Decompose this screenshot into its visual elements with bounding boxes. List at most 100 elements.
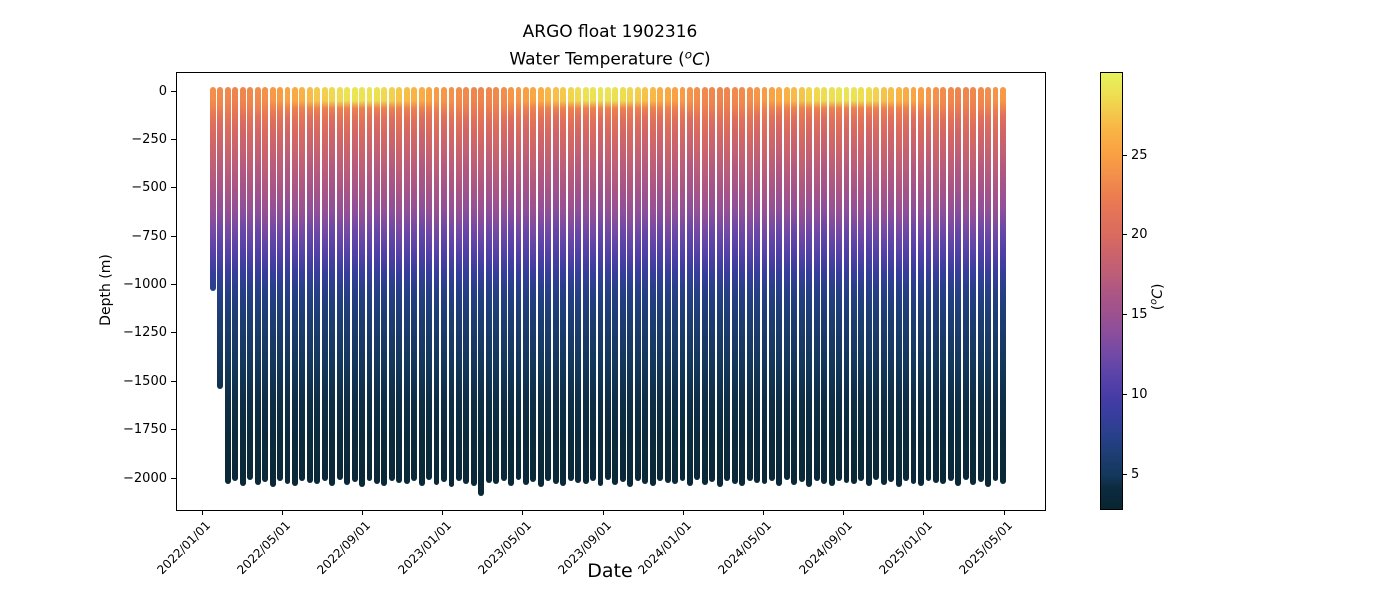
profile-column <box>701 87 708 486</box>
colorbar-tick-label: 20 <box>1131 227 1148 243</box>
profile-column <box>567 87 574 481</box>
profile-column <box>575 87 582 484</box>
profile-column <box>366 87 373 481</box>
profile-column <box>895 87 902 487</box>
profile-column <box>344 87 351 486</box>
profile-column <box>903 87 910 481</box>
profile-column <box>373 87 380 484</box>
x-tick-mark <box>1003 510 1005 515</box>
profile-column <box>761 87 768 485</box>
profile-column <box>545 87 552 481</box>
profile-column <box>672 87 678 485</box>
x-tick-mark <box>923 510 925 515</box>
profile-column <box>836 87 842 481</box>
profile-column <box>940 87 947 485</box>
y-tick-label: −750 <box>131 228 167 244</box>
profile-column <box>687 87 693 486</box>
profile-column <box>269 87 276 487</box>
profile-column <box>716 87 723 487</box>
profile-column <box>865 87 872 486</box>
profile-column <box>329 87 336 486</box>
profile-column <box>783 87 790 481</box>
profile-column <box>605 87 611 481</box>
profile-column <box>247 87 254 481</box>
profile-column <box>947 87 954 482</box>
profile-column <box>552 87 559 484</box>
profile-column <box>493 87 500 485</box>
profile-column <box>985 87 992 487</box>
profile-column <box>418 87 425 486</box>
profile-column <box>284 87 291 484</box>
profile-column <box>664 87 671 484</box>
x-tick-mark <box>201 510 203 515</box>
y-tick-mark <box>171 138 176 140</box>
y-axis-label: Depth (m) <box>98 254 114 326</box>
profile-column <box>724 87 731 481</box>
profile-column <box>925 87 932 481</box>
y-tick-mark <box>171 477 176 479</box>
colorbar-tick-label: 10 <box>1131 387 1148 403</box>
y-tick-mark <box>171 332 176 334</box>
profile-column <box>359 87 365 487</box>
profile-column <box>642 87 649 484</box>
profile-column <box>321 87 328 482</box>
profile-column <box>508 87 515 486</box>
profile-column <box>754 87 760 484</box>
profile-column <box>426 87 433 481</box>
y-tick-label: −500 <box>131 180 167 196</box>
profile-column <box>433 87 440 486</box>
profile-column <box>955 87 962 486</box>
profile-column <box>858 87 865 482</box>
profile-column <box>441 87 447 483</box>
profile-column <box>299 87 306 481</box>
colorbar-tick-label: 25 <box>1131 147 1148 163</box>
profile-column <box>970 87 977 486</box>
profile-column <box>977 87 984 483</box>
profile-column <box>776 87 783 486</box>
profile-column <box>992 87 999 481</box>
x-tick-mark <box>602 510 604 515</box>
colorbar-tick-label: 5 <box>1131 466 1140 482</box>
profile-column <box>217 87 224 390</box>
y-tick-mark <box>171 235 176 237</box>
profile-column <box>806 87 813 487</box>
profile-column <box>455 87 462 481</box>
profile-column <box>768 87 775 482</box>
colorbar-tick-label: 15 <box>1131 307 1148 323</box>
profile-column <box>791 87 798 486</box>
x-tick-mark <box>843 510 845 515</box>
y-tick-mark <box>171 429 176 431</box>
colorbar-tick-mark <box>1123 314 1127 316</box>
profile-column <box>873 87 880 481</box>
profile-column <box>679 87 686 482</box>
profile-column <box>910 87 917 484</box>
colorbar <box>1100 72 1123 510</box>
profile-column <box>470 87 477 486</box>
profile-column <box>739 87 746 486</box>
profile-column <box>798 87 805 483</box>
profile-column <box>351 87 358 483</box>
profile-column <box>612 87 619 486</box>
profile-column <box>381 87 388 486</box>
profile-column <box>850 87 857 485</box>
colorbar-tick-mark <box>1123 234 1127 236</box>
y-tick-label: −2000 <box>123 470 167 486</box>
profile-column <box>254 87 261 486</box>
profile-column <box>590 87 596 482</box>
colorbar-label: (oC) <box>1148 283 1166 311</box>
y-tick-mark <box>171 380 176 382</box>
profile-column <box>262 87 269 483</box>
profile-column <box>657 87 664 481</box>
profile-column <box>918 87 924 486</box>
y-tick-mark <box>171 284 176 285</box>
profile-column <box>463 87 470 484</box>
profile-column <box>239 87 246 486</box>
profile-column <box>277 87 283 481</box>
profile-column <box>500 87 507 482</box>
profile-column <box>485 87 492 484</box>
y-tick-mark <box>171 90 176 92</box>
y-tick-label: 0 <box>158 83 167 99</box>
chart-subtitle: Water Temperature (oC) <box>509 47 711 70</box>
profile-column <box>821 87 828 484</box>
